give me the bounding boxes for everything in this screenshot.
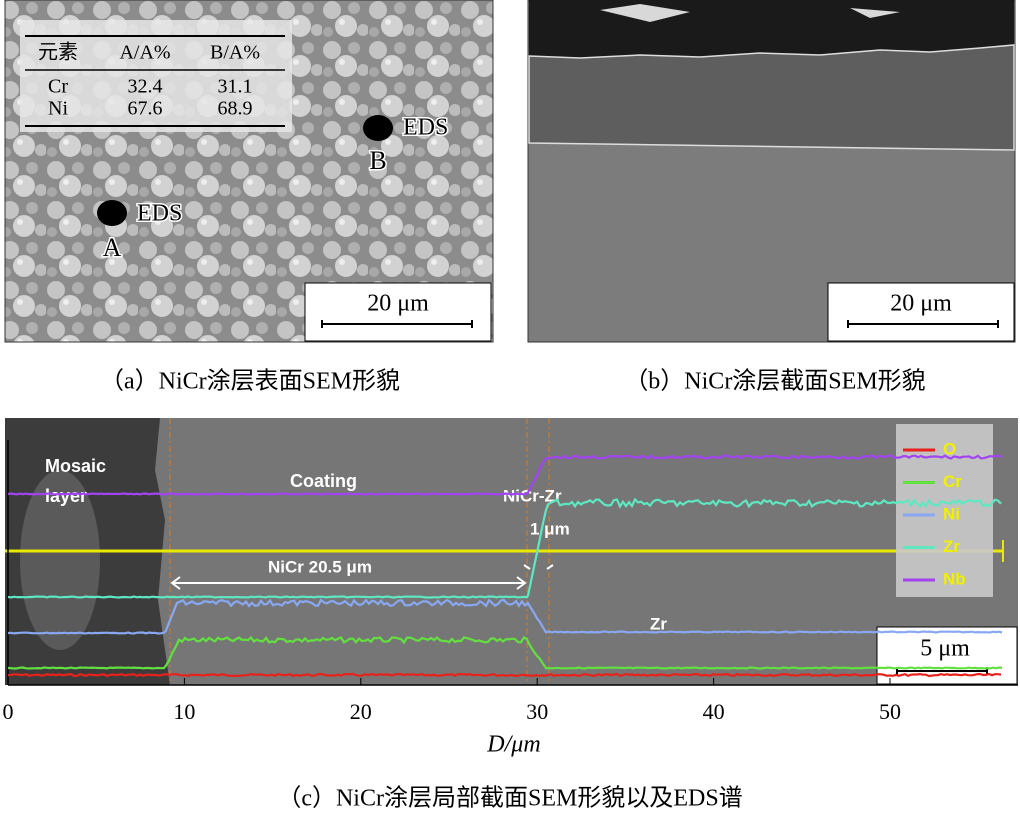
table-header: B/A% <box>210 42 260 64</box>
table-cell: Cr <box>48 76 68 98</box>
legend-label: Ni <box>943 504 960 523</box>
axis-label: D/μm <box>486 732 540 758</box>
x-tick-label: 10 <box>173 699 195 724</box>
eds-trace <box>7 598 1003 635</box>
x-tick-label: 40 <box>703 699 725 724</box>
scale-bar <box>847 320 999 328</box>
mosaic-texture <box>20 470 100 650</box>
legend-label: Nb <box>943 569 966 588</box>
scale-box <box>304 282 492 342</box>
table-box <box>20 20 292 132</box>
eds-point <box>363 115 393 141</box>
eds-trace <box>7 453 1003 496</box>
table-cell: 67.6 <box>128 98 163 120</box>
caption: （c）NiCr涂层局部截面SEM形貌以及EDS谱 <box>277 785 742 812</box>
caption: （a）NiCr涂层表面SEM形貌 <box>100 368 400 395</box>
table-header: 元素 <box>38 41 78 64</box>
marker-label: EDS <box>137 201 182 227</box>
scale-bar <box>321 320 473 328</box>
legend-label: Zr <box>943 537 960 556</box>
marker-point: A <box>103 233 122 262</box>
panel-b: 20 μm <box>527 0 1016 343</box>
annotation: Zr <box>650 614 667 633</box>
marker-label: EDS <box>403 115 448 141</box>
eds-trace <box>7 672 1002 678</box>
marker-point: B <box>369 146 386 175</box>
scale-box <box>827 282 1015 342</box>
resin-bright <box>600 4 900 22</box>
coating-layer <box>528 44 1015 151</box>
annotation: Mosaic <box>45 456 106 476</box>
annotation: NiCr-Zr <box>503 486 562 505</box>
table-cell: 68.9 <box>218 98 253 120</box>
legend-label: Cr <box>943 472 962 491</box>
caption: （b）NiCr涂层截面SEM形貌 <box>624 368 925 395</box>
scale-label: 5 μm <box>920 636 970 662</box>
annotation: 1 μm <box>530 519 570 538</box>
resin <box>529 0 1014 58</box>
panel-c: Mosaic layer Coating NiCr-Zr 1 μm NiCr 2… <box>5 418 1018 686</box>
panel-a: 元素 A/A% B/A% Cr 32.4 31.1 Ni 67.6 68.9 E… <box>4 0 494 343</box>
eds-point <box>97 200 127 226</box>
annotation: Coating <box>290 471 357 491</box>
eds-trace <box>7 636 1003 670</box>
x-tick-label: 50 <box>879 699 901 724</box>
table-cell: 31.1 <box>218 76 253 98</box>
x-tick-label: 0 <box>3 699 14 724</box>
x-tick-label: 30 <box>526 699 548 724</box>
x-tick-label: 20 <box>350 699 372 724</box>
scale-label: 20 μm <box>367 291 429 317</box>
legend-box <box>896 424 993 597</box>
scale-label: 20 μm <box>890 291 952 317</box>
table-cell: Ni <box>48 98 68 120</box>
annotation: NiCr 20.5 μm <box>268 557 372 576</box>
table-header: A/A% <box>119 42 170 64</box>
legend-label: O <box>943 439 956 458</box>
annotation: layer <box>45 486 87 506</box>
table-cell: 32.4 <box>128 76 163 98</box>
dimension-arrow <box>170 564 554 590</box>
eds-trace <box>7 497 1002 599</box>
